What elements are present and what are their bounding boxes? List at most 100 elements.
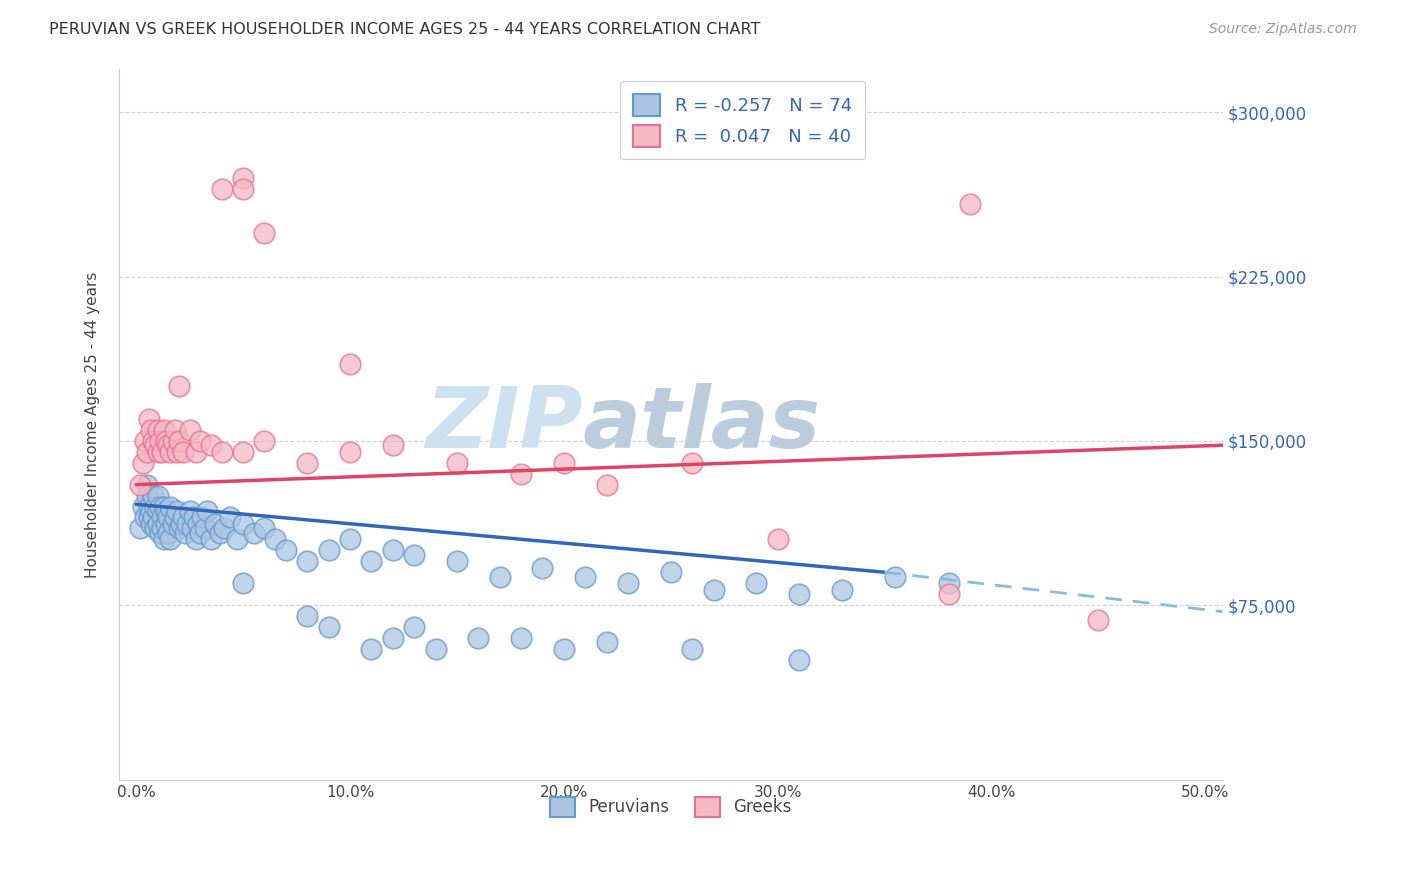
Point (157, 438, 180, 452)
Point (381, 631, 404, 645)
Point (938, 576, 960, 591)
Point (232, 182, 254, 196)
Point (274, 543, 297, 558)
Point (232, 444, 254, 458)
Point (659, 566, 682, 580)
Point (149, 525, 172, 540)
Point (297, 609, 319, 624)
Point (360, 554, 382, 568)
Point (745, 576, 768, 591)
Point (339, 533, 361, 547)
Point (211, 444, 233, 458)
Point (146, 517, 169, 532)
Point (149, 434, 172, 448)
Text: ZIP: ZIP (425, 383, 582, 466)
Point (446, 456, 468, 470)
Point (179, 423, 201, 437)
Point (425, 641, 447, 656)
Point (191, 510, 214, 524)
Point (179, 504, 201, 518)
Point (595, 477, 617, 491)
Point (232, 517, 254, 532)
Point (1087, 614, 1109, 628)
Point (162, 434, 184, 448)
Point (183, 510, 205, 524)
Point (595, 635, 617, 649)
Point (884, 569, 907, 583)
Point (149, 500, 172, 514)
Point (153, 500, 176, 514)
Point (404, 620, 426, 634)
Point (339, 357, 361, 371)
Point (219, 510, 242, 524)
Point (135, 477, 157, 491)
Point (146, 489, 169, 503)
Legend: Peruvians, Greeks: Peruvians, Greeks (541, 789, 800, 825)
Point (157, 510, 180, 524)
Point (134, 510, 156, 524)
Point (138, 412, 160, 426)
Point (200, 533, 222, 547)
Point (787, 653, 810, 667)
Point (212, 521, 235, 535)
Point (318, 543, 340, 558)
Point (129, 521, 152, 535)
Point (360, 641, 382, 656)
Point (146, 444, 169, 458)
Point (681, 641, 703, 656)
Point (318, 620, 340, 634)
Point (766, 533, 789, 547)
Point (135, 444, 157, 458)
Point (153, 533, 176, 547)
Point (163, 423, 186, 437)
Point (211, 182, 233, 196)
Point (253, 226, 276, 240)
Point (159, 533, 181, 547)
Point (404, 548, 426, 562)
Point (166, 444, 188, 458)
Point (166, 504, 188, 518)
Point (381, 438, 404, 452)
Point (159, 444, 181, 458)
Point (155, 517, 177, 532)
Point (232, 171, 254, 186)
Point (138, 510, 160, 524)
Point (138, 500, 160, 514)
Point (225, 533, 247, 547)
Point (139, 517, 162, 532)
Point (146, 423, 169, 437)
Point (446, 554, 468, 568)
Point (531, 561, 554, 575)
Point (553, 641, 575, 656)
Point (187, 517, 209, 532)
Point (553, 456, 575, 470)
Point (339, 444, 361, 458)
Point (381, 543, 404, 558)
Point (200, 438, 222, 452)
Point (155, 504, 177, 518)
Point (145, 521, 167, 535)
Point (139, 504, 162, 518)
Y-axis label: Householder Income Ages 25 - 44 years: Householder Income Ages 25 - 44 years (86, 271, 100, 578)
Point (938, 587, 960, 601)
Point (170, 517, 193, 532)
Point (159, 500, 181, 514)
Point (163, 510, 186, 524)
Point (194, 521, 217, 535)
Point (574, 569, 596, 583)
Point (264, 533, 287, 547)
Point (167, 379, 190, 393)
Point (467, 631, 489, 645)
Point (184, 444, 207, 458)
Point (180, 521, 202, 535)
Point (510, 467, 533, 481)
Point (488, 569, 510, 583)
Point (681, 456, 703, 470)
Point (139, 423, 162, 437)
Point (188, 525, 211, 540)
Point (617, 576, 640, 591)
Point (145, 500, 167, 514)
Point (184, 533, 207, 547)
Point (188, 434, 211, 448)
Point (157, 525, 180, 540)
